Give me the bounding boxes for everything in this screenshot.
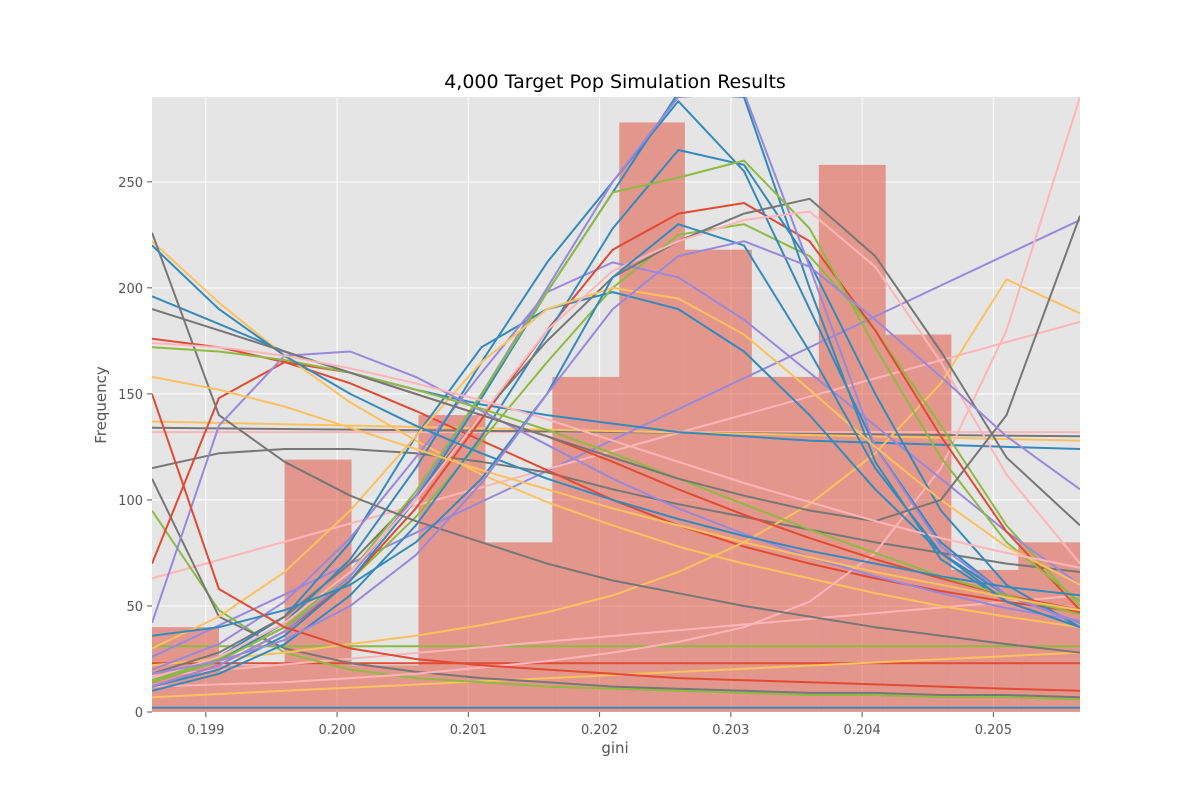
- series-line: [152, 261, 1080, 671]
- series-line: [152, 97, 1080, 688]
- y-tick-label: 200: [118, 282, 143, 297]
- series-line: [152, 393, 1080, 692]
- y-tick-label: 150: [118, 388, 143, 403]
- x-tick-label: 0.204: [844, 723, 881, 738]
- x-tick-label: 0.199: [187, 723, 224, 738]
- x-tick-label: 0.200: [318, 723, 355, 738]
- series-line: [152, 478, 1080, 699]
- series-line: [152, 350, 1080, 624]
- x-tick-label: 0.201: [450, 723, 487, 738]
- chart-title: 4,000 Target Pop Simulation Results: [444, 71, 786, 93]
- series-line: [152, 346, 1080, 616]
- y-tick-label: 100: [118, 494, 143, 509]
- series-line: [152, 219, 1080, 658]
- series-line: [152, 448, 1080, 573]
- x-tick-label: 0.202: [581, 723, 618, 738]
- series-line: [152, 286, 1080, 650]
- series-line: [152, 244, 1080, 597]
- y-axis: 0 50 100 150 200 250: [118, 176, 152, 721]
- y-tick-label: 250: [118, 176, 143, 191]
- series-line: [152, 202, 1080, 688]
- series-line: [152, 232, 1080, 654]
- series-line: [152, 375, 1080, 612]
- series-line: [152, 97, 1080, 688]
- x-tick-label: 0.203: [712, 723, 749, 738]
- y-axis-label: Frequency: [92, 366, 110, 444]
- series-line: [152, 342, 1080, 569]
- x-tick-label: 0.205: [975, 723, 1012, 738]
- series-line: [152, 420, 1080, 442]
- x-axis: 0.199 0.200 0.201 0.202 0.203 0.204 0.205: [187, 712, 1012, 738]
- histogram-bar: [218, 665, 285, 712]
- series-lines: [152, 97, 1080, 709]
- histogram-bar: [684, 249, 752, 712]
- series-line: [152, 509, 1080, 701]
- series-line: [152, 594, 1080, 677]
- series-line: [152, 159, 1080, 684]
- histogram-bar: [619, 122, 685, 712]
- y-tick-label: 50: [126, 600, 143, 615]
- histogram-bar: [351, 665, 419, 712]
- series-line: [152, 223, 1080, 637]
- x-axis-label: gini: [601, 739, 628, 757]
- series-line: [152, 240, 1080, 629]
- y-tick-label: 0: [135, 706, 143, 721]
- series-line: [152, 215, 1080, 523]
- histogram-bar: [552, 376, 620, 712]
- series-line: [152, 240, 1080, 675]
- series-line: [152, 278, 1080, 667]
- series-line: [152, 210, 1080, 680]
